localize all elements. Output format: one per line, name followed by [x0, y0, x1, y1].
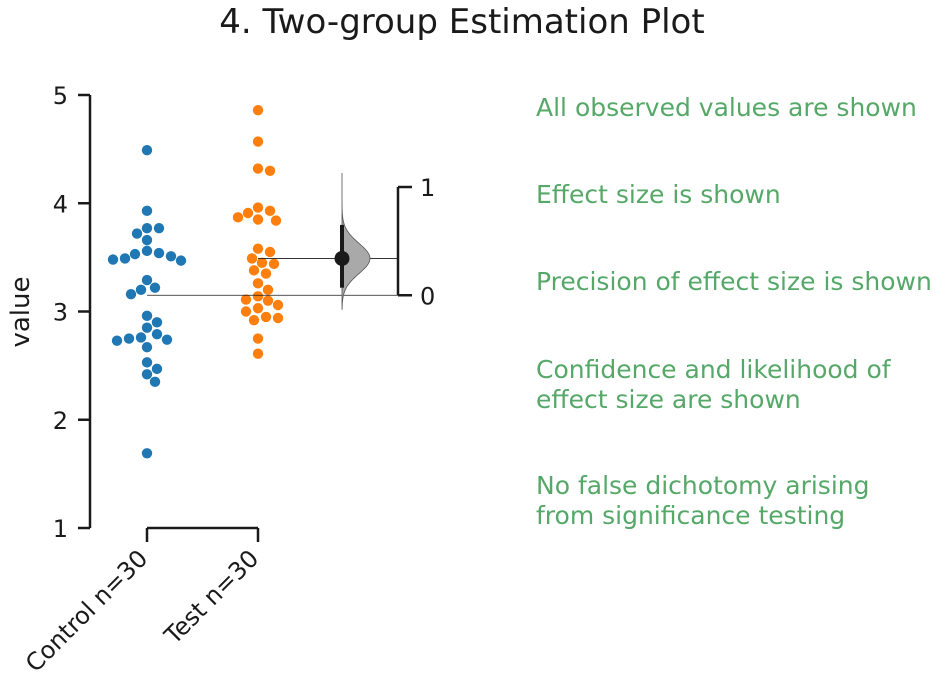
data-point [123, 333, 135, 344]
effect-size-dot [334, 250, 350, 266]
data-point [272, 312, 284, 324]
data-point [151, 363, 163, 375]
data-point [107, 254, 119, 265]
data-point [153, 247, 165, 259]
data-point [141, 322, 153, 333]
data-point [149, 282, 161, 293]
data-point [252, 348, 264, 359]
annotation-text: Confidence and likelihood of [536, 355, 892, 384]
data-point [268, 258, 280, 270]
data-point [161, 334, 173, 345]
annotation-text: Effect size is shown [536, 180, 781, 209]
data-point [252, 214, 264, 225]
data-point [141, 342, 153, 353]
annotation-text: All observed values are shown [536, 93, 917, 122]
y-axis-label: value [6, 276, 36, 347]
y-tick-label: 4 [53, 190, 68, 218]
effect-tick-label: 0 [420, 282, 435, 310]
data-point [141, 357, 153, 368]
data-point [262, 295, 274, 306]
axes: 1 2 3 4 5 Control n=30 Test n=30 [20, 82, 264, 678]
annotation-text: effect size are shown [536, 385, 801, 414]
data-point [141, 274, 153, 286]
data-point [252, 291, 264, 302]
data-point [141, 145, 153, 156]
data-point [111, 335, 123, 346]
x-tick-label: Control n=30 [20, 544, 153, 677]
data-point [141, 205, 153, 217]
data-point [262, 284, 274, 296]
data-point [125, 288, 137, 300]
data-point [242, 207, 254, 219]
data-point [246, 253, 258, 264]
data-point [252, 278, 264, 289]
data-point [141, 369, 153, 380]
data-point [131, 228, 143, 239]
data-point [272, 299, 284, 311]
data-point [175, 255, 187, 266]
data-point [252, 243, 264, 254]
data-point [141, 448, 153, 459]
data-point [260, 268, 272, 279]
y-tick-label: 2 [53, 407, 68, 435]
y-tick-label: 1 [53, 515, 68, 543]
x-tick-label: Test n=30 [158, 544, 264, 650]
annotation-text: No false dichotomy arising [536, 471, 869, 500]
data-point [256, 257, 268, 268]
data-point [252, 303, 264, 314]
data-points [107, 104, 284, 459]
data-point [151, 317, 163, 328]
data-point [141, 234, 153, 246]
data-point [248, 314, 260, 326]
data-point [151, 329, 163, 340]
effect-tick-label: 1 [420, 174, 435, 202]
data-point [264, 205, 276, 217]
data-point [135, 284, 147, 296]
effect-distribution [341, 172, 371, 310]
data-point [240, 294, 252, 305]
data-point [153, 222, 165, 234]
data-point [260, 311, 272, 323]
data-point [232, 212, 244, 223]
annotations: All observed values are shown Effect size… [536, 93, 932, 530]
chart-title: 4. Two-group Estimation Plot [219, 2, 704, 42]
data-point [141, 310, 153, 322]
data-point [165, 251, 177, 262]
data-point [252, 202, 264, 213]
annotation-text: Precision of effect size is shown [536, 267, 932, 296]
data-point [141, 222, 153, 234]
y-tick-label: 5 [53, 82, 68, 110]
data-point [135, 332, 147, 343]
data-point [270, 215, 282, 226]
data-point [252, 333, 264, 344]
data-point [252, 104, 264, 116]
data-point [129, 248, 141, 260]
data-point [264, 165, 276, 176]
data-point [252, 136, 264, 147]
data-point [149, 376, 161, 388]
effect-size-panel: 01 [147, 172, 435, 310]
data-point [248, 265, 260, 276]
data-point [240, 306, 252, 317]
data-point [141, 245, 153, 257]
annotation-text: from significance testing [536, 501, 845, 530]
data-point [252, 163, 264, 174]
y-tick-label: 3 [53, 299, 68, 327]
data-point [264, 246, 276, 258]
data-point [119, 253, 131, 264]
